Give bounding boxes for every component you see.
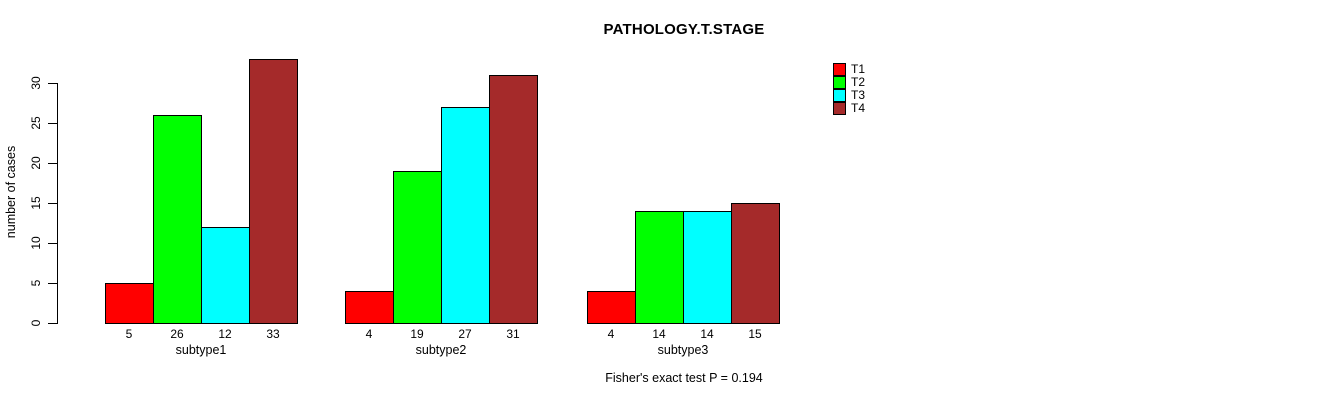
y-tick xyxy=(48,123,57,124)
legend: T1 T2 T3 T4 xyxy=(833,63,865,115)
legend-label: T2 xyxy=(851,75,866,89)
legend-swatch-icon xyxy=(833,63,846,76)
y-tick xyxy=(48,83,57,84)
bar-value-label: 12 xyxy=(218,327,232,341)
legend-item-T3: T3 xyxy=(833,89,865,102)
y-tick xyxy=(48,323,57,324)
category-label: subtype3 xyxy=(657,343,709,357)
bar-T2-subtype1 xyxy=(153,115,202,324)
y-tick-label: 25 xyxy=(29,116,43,130)
bar-T1-subtype2 xyxy=(345,291,394,324)
y-axis-label: number of cases xyxy=(4,145,18,239)
y-tick xyxy=(48,203,57,204)
bar-value-label: 5 xyxy=(125,327,133,341)
legend-item-T1: T1 xyxy=(833,63,865,76)
bar-T3-subtype2 xyxy=(441,107,490,324)
legend-label: T4 xyxy=(851,101,866,115)
legend-swatch-icon xyxy=(833,102,846,115)
bar-value-label: 4 xyxy=(607,327,615,341)
bar-T4-subtype1 xyxy=(249,59,298,324)
bar-value-label: 31 xyxy=(506,327,520,341)
legend-label: T3 xyxy=(851,88,866,102)
bar-value-label: 19 xyxy=(410,327,424,341)
y-tick xyxy=(48,283,57,284)
y-tick xyxy=(48,243,57,244)
y-tick-label: 20 xyxy=(29,156,43,170)
bar-value-label: 15 xyxy=(748,327,762,341)
y-tick-label: 30 xyxy=(29,76,43,90)
bar-T1-subtype3 xyxy=(587,291,636,324)
bar-T4-subtype3 xyxy=(731,203,780,324)
y-axis-line xyxy=(57,83,58,324)
bar-T3-subtype3 xyxy=(683,211,732,324)
y-tick-label: 5 xyxy=(29,279,43,287)
category-label: subtype1 xyxy=(175,343,227,357)
category-label: subtype2 xyxy=(415,343,467,357)
y-tick-label: 10 xyxy=(29,236,43,250)
y-tick-label: 0 xyxy=(29,319,43,327)
bar-T2-subtype3 xyxy=(635,211,684,324)
bar-T4-subtype2 xyxy=(489,75,538,324)
bar-value-label: 26 xyxy=(170,327,184,341)
bar-value-label: 4 xyxy=(365,327,373,341)
chart-title: PATHOLOGY.T.STAGE xyxy=(603,21,765,38)
y-tick-label: 15 xyxy=(29,196,43,210)
legend-item-T2: T2 xyxy=(833,76,865,89)
bar-value-label: 14 xyxy=(700,327,714,341)
bar-T2-subtype2 xyxy=(393,171,442,324)
legend-swatch-icon xyxy=(833,76,846,89)
legend-label: T1 xyxy=(851,62,866,76)
bar-value-label: 27 xyxy=(458,327,472,341)
legend-swatch-icon xyxy=(833,89,846,102)
bar-value-label: 14 xyxy=(652,327,666,341)
bar-T1-subtype1 xyxy=(105,283,154,324)
annotation-text: Fisher's exact test P = 0.194 xyxy=(605,371,763,385)
y-tick xyxy=(48,163,57,164)
legend-item-T4: T4 xyxy=(833,102,865,115)
bar-T3-subtype1 xyxy=(201,227,250,324)
bar-value-label: 33 xyxy=(266,327,280,341)
